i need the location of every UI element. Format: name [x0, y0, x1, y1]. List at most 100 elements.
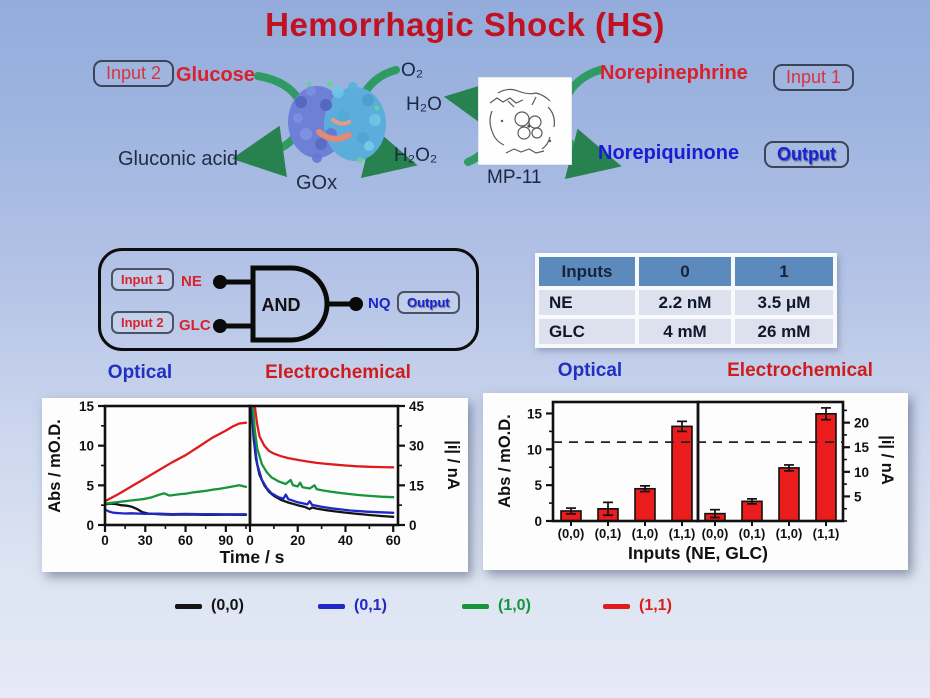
legend-label-11: (1,1): [639, 597, 672, 614]
series-(1,0): [251, 406, 395, 499]
gox-enzyme-illustration: [288, 81, 386, 163]
bar-chart-card: (0,0) (0,1) (1,0) (1,1) 0 5 10 15 (0,0) (0,1) (1,0…: [483, 393, 908, 570]
kinetics-optical-title: Optical: [107, 362, 173, 383]
svg-text:15: 15: [409, 478, 425, 493]
kinetics-chart-card: 0 30 60 90 0 5 10 15 0 20 40 60 0 15 30 45 Time / s Abs /…: [42, 398, 468, 572]
svg-text:5: 5: [534, 478, 542, 493]
svg-text:(1,1): (1,1): [669, 526, 696, 541]
truth-table-header-row: Inputs 0 1: [539, 257, 833, 286]
svg-text:(1,0): (1,0): [776, 526, 803, 541]
svg-text:90: 90: [218, 533, 233, 548]
glucose-label: Glucose: [176, 64, 255, 86]
gate-input2-badge: Input 2: [111, 311, 174, 334]
truth-table: Inputs 0 1 NE 2.2 nM 3.5 μM GLC 4 mM 26 …: [535, 253, 837, 348]
bar-right-(1,0): [778, 467, 800, 522]
ne-row-name: NE: [539, 290, 635, 315]
svg-text:60: 60: [386, 533, 401, 548]
svg-text:15: 15: [79, 399, 95, 414]
svg-text:|i| / nA: |i| / nA: [878, 435, 896, 485]
and-gate-graphic: AND: [213, 265, 363, 343]
bar-left-(1,1): [671, 425, 693, 522]
bar-chart: (0,0) (0,1) (1,0) (1,1) 0 5 10 15 (0,0) (0,1) (1,0…: [496, 400, 896, 563]
legend-dash-00: [175, 603, 202, 609]
svg-text:(0,0): (0,0): [558, 526, 585, 541]
table-row: NE 2.2 nM 3.5 μM: [539, 290, 833, 315]
legend-dash-10: [462, 603, 489, 609]
legend-label-10: (1,0): [498, 597, 531, 614]
svg-text:Inputs (NE, GLC): Inputs (NE, GLC): [628, 543, 768, 563]
output-badge: Output: [764, 141, 849, 168]
svg-text:5: 5: [86, 478, 94, 493]
svg-text:(0,0): (0,0): [702, 526, 729, 541]
svg-text:Abs / mO.D.: Abs / mO.D.: [496, 414, 514, 508]
legend-dash-01: [318, 603, 345, 609]
output-node-dot: [349, 297, 363, 311]
o2-label: O₂: [401, 60, 424, 81]
gate-nq-label: NQ: [368, 295, 391, 312]
legend-label-00: (0,0): [211, 597, 244, 614]
bar-right-(1,1): [815, 413, 837, 522]
series-(1,1): [253, 406, 395, 469]
legend-item-11: (1,1): [603, 597, 672, 615]
kinetics-chart: 0 30 60 90 0 5 10 15 0 20 40 60 0 15 30 45 Time / s Abs /…: [46, 399, 462, 567]
input2-node-dot: [213, 319, 227, 333]
input2-badge: Input 2: [93, 60, 175, 87]
and-gate-label: AND: [262, 295, 301, 315]
gate-input1-badge: Input 1: [111, 268, 174, 291]
ne-zero-value: 2.2 nM: [639, 290, 731, 315]
svg-text:0: 0: [409, 518, 417, 533]
h2o-label: H₂O: [406, 94, 442, 115]
series-(1,1): [105, 421, 248, 503]
series-(1,0): [105, 484, 248, 505]
svg-text:10: 10: [854, 465, 869, 480]
series-(0,1): [251, 407, 395, 514]
svg-text:(1,0): (1,0): [632, 526, 659, 541]
svg-text:0: 0: [86, 518, 94, 533]
kinetics-electrochemical-title: Electrochemical: [265, 362, 411, 383]
norepinephrine-label: Norepinephrine: [600, 62, 748, 84]
h2o2-label: H₂O₂: [394, 145, 438, 166]
truth-table-header-0: 0: [639, 257, 731, 286]
table-row: GLC 4 mM 26 mM: [539, 319, 833, 344]
legend-label-01: (0,1): [354, 597, 387, 614]
and-gate-panel: AND Input 1 NE Input 2 GLC NQ Output: [98, 248, 479, 351]
svg-text:10: 10: [79, 439, 94, 454]
glc-row-name: GLC: [539, 319, 635, 344]
svg-text:60: 60: [178, 533, 193, 548]
svg-text:0: 0: [534, 514, 542, 529]
series-(0,1): [105, 508, 248, 516]
truth-table-header-inputs: Inputs: [539, 257, 635, 286]
svg-text:15: 15: [527, 406, 543, 421]
input1-node-dot: [213, 275, 227, 289]
legend-item-00: (0,0): [175, 597, 244, 615]
slide-title: Hemorrhagic Shock (HS): [265, 6, 665, 43]
input1-badge: Input 1: [773, 64, 855, 91]
truth-table-header-1: 1: [735, 257, 833, 286]
bars-electrochemical-title: Electrochemical: [727, 360, 873, 381]
svg-text:(1,1): (1,1): [813, 526, 840, 541]
glc-zero-value: 4 mM: [639, 319, 731, 344]
svg-text:30: 30: [138, 533, 153, 548]
bars-optical-title: Optical: [557, 360, 623, 381]
legend-item-01: (0,1): [318, 597, 387, 615]
svg-text:30: 30: [409, 439, 424, 454]
svg-text:Time / s: Time / s: [220, 547, 285, 567]
svg-text:40: 40: [338, 533, 353, 548]
svg-text:10: 10: [527, 442, 542, 457]
svg-text:20: 20: [854, 416, 869, 431]
mp11-label: MP-11: [487, 167, 542, 188]
gate-glc-label: GLC: [179, 317, 211, 334]
svg-text:15: 15: [854, 440, 870, 455]
svg-text:0: 0: [101, 533, 109, 548]
glc-one-value: 26 mM: [735, 319, 833, 344]
svg-text:5: 5: [854, 489, 862, 504]
svg-text:45: 45: [409, 399, 425, 414]
gate-ne-label: NE: [181, 273, 202, 290]
bar-left-(1,0): [634, 487, 656, 522]
gox-label: GOx: [296, 172, 338, 194]
svg-text:Abs / mO.D.: Abs / mO.D.: [46, 419, 64, 513]
gate-output-badge: Output: [397, 291, 460, 314]
gluconic-acid-label: Gluconic acid: [118, 148, 239, 170]
norepiquinone-label: Norepiquinone: [598, 142, 740, 164]
